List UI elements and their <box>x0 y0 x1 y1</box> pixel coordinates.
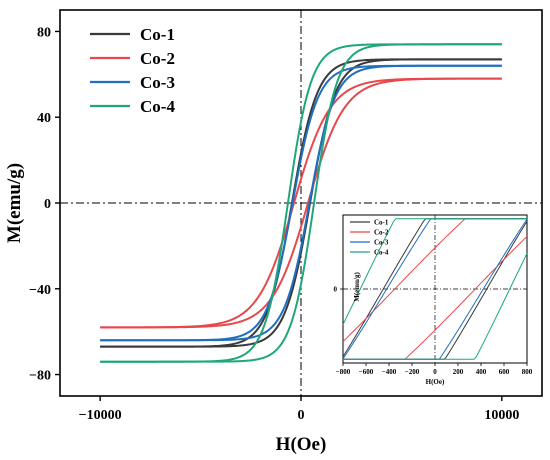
inset-x-tick-label: 800 <box>522 368 533 376</box>
inset-x-tick-label: 600 <box>499 368 510 376</box>
inset-legend: Co-1 Co-2 Co-3 Co-4 <box>350 219 389 257</box>
inset-y-tick-label: 0 <box>334 286 338 294</box>
x-tick-label: −10000 <box>79 408 122 423</box>
y-tick-label: 80 <box>37 25 51 40</box>
inset-x-tick-label: −200 <box>405 368 420 376</box>
inset-x-axis-label: H(Oe) <box>426 378 445 386</box>
legend-label-co-4: Co-4 <box>140 97 175 116</box>
main-reference-lines <box>60 10 542 396</box>
main-legend: Co-1 Co-2 Co-3 Co-4 <box>90 25 175 116</box>
y-tick-label: 0 <box>44 197 51 212</box>
series-co-1-ascending-branch <box>100 58 502 348</box>
legend-label-co-2: Co-2 <box>140 49 175 68</box>
inset-series-co-4-ascending-branch <box>343 253 528 360</box>
inset-x-tick-label: −800 <box>336 368 351 376</box>
legend-label-co-3: Co-3 <box>140 73 175 92</box>
inset-legend-label-co-1: Co-1 <box>374 219 389 227</box>
series-co-2-ascending-branch <box>100 77 502 329</box>
main-curves <box>100 43 502 363</box>
y-tick-label: 40 <box>37 111 51 126</box>
x-tick-label: 10000 <box>484 408 519 423</box>
x-axis-label: H(Oe) <box>276 434 327 455</box>
inset-legend-label-co-4: Co-4 <box>374 249 389 257</box>
inset-x-tick-label: 400 <box>476 368 487 376</box>
inset-x-tick-label: 200 <box>453 368 464 376</box>
series-co-3-ascending-branch <box>100 64 502 342</box>
inset-reference-lines <box>343 215 527 363</box>
x-tick-label: 0 <box>298 408 305 423</box>
inset-ticks: −800 −600 −400 −200 0 200 400 600 800 0 <box>334 286 533 377</box>
series-co-4-ascending-branch <box>100 43 502 363</box>
inset-x-tick-label: 0 <box>433 368 437 376</box>
legend-label-co-1: Co-1 <box>140 25 175 44</box>
inset-x-tick-label: −600 <box>359 368 374 376</box>
inset-legend-label-co-2: Co-2 <box>374 229 389 237</box>
inset-legend-label-co-3: Co-3 <box>374 239 389 247</box>
y-tick-label: −40 <box>29 283 51 298</box>
y-axis-label: M(emu/g) <box>4 163 25 243</box>
inset-curves <box>342 218 528 360</box>
inset-series-co-4-descending-branch <box>342 218 527 325</box>
inset-y-axis-label: M(emu/g) <box>353 272 361 302</box>
y-tick-label: −80 <box>29 369 51 384</box>
inset-x-tick-label: −400 <box>382 368 397 376</box>
